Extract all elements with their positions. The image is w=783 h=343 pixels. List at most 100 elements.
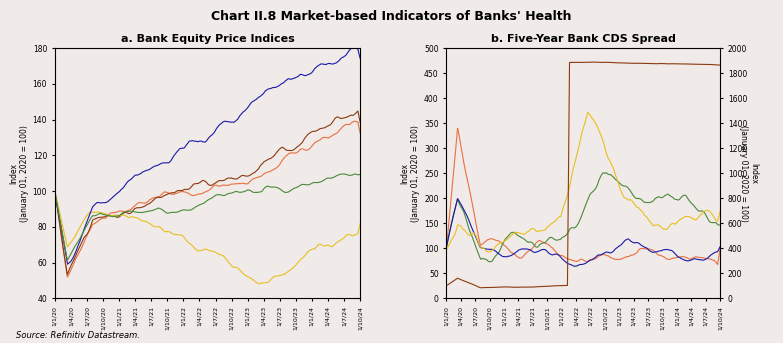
Line: EU: EU: [55, 111, 360, 274]
Title: a. Bank Equity Price Indices: a. Bank Equity Price Indices: [121, 34, 294, 45]
India: [63, 262, 72, 266]
North America: [561, 256, 570, 260]
US: [217, 184, 226, 188]
China: [211, 250, 220, 254]
Europe: [716, 223, 725, 227]
China (Bank of China): [583, 110, 593, 115]
EMEs: [153, 206, 163, 210]
Y-axis label: Index
(January 01, 2020 = 100): Index (January 01, 2020 = 100): [9, 125, 28, 222]
India: [355, 57, 365, 61]
China: [91, 210, 100, 214]
North America: [453, 126, 463, 130]
China: [355, 222, 365, 226]
EMEs: [91, 213, 100, 217]
Europe: [591, 185, 601, 189]
India: [217, 121, 226, 125]
Russia (Sberbank)-RHS: [590, 60, 600, 64]
North America: [534, 238, 543, 243]
Russia (Sberbank)-RHS: [534, 285, 543, 289]
EMEs: [211, 193, 220, 197]
Russia (Sberbank)-RHS: [716, 63, 725, 67]
Russia (Sberbank)-RHS: [561, 283, 570, 287]
EMEs: [50, 189, 60, 193]
India: [91, 202, 100, 206]
Russia (Sberbank)-RHS: [475, 286, 485, 290]
Line: China: China: [55, 191, 360, 284]
EU: [355, 120, 365, 125]
EU: [63, 272, 72, 276]
North America: [713, 262, 722, 267]
Line: India: India: [446, 199, 720, 266]
EMEs: [102, 213, 111, 217]
Europe: [486, 260, 496, 264]
EU: [353, 109, 363, 113]
US: [355, 131, 365, 135]
Text: Source: Refinitiv Datastream.: Source: Refinitiv Datastream.: [16, 331, 139, 340]
India: [102, 200, 111, 204]
India: [442, 246, 451, 250]
Europe: [534, 244, 543, 248]
Y-axis label: Index
(January 01, 2020 = 100): Index (January 01, 2020 = 100): [739, 125, 759, 222]
US: [91, 221, 100, 225]
Line: US: US: [55, 121, 360, 277]
US: [182, 191, 192, 195]
China: [50, 189, 60, 193]
US: [63, 275, 72, 279]
China: [102, 212, 111, 216]
EU: [91, 217, 100, 221]
US: [211, 183, 220, 187]
China (Bank of China): [716, 208, 725, 212]
EMEs: [338, 172, 348, 176]
EMEs: [217, 193, 226, 197]
Europe: [478, 257, 487, 261]
India: [592, 254, 601, 258]
North America: [586, 258, 595, 262]
EU: [211, 181, 220, 185]
India: [570, 264, 579, 268]
India: [211, 128, 220, 132]
Russia (Sberbank)-RHS: [488, 285, 497, 289]
China (Bank of China): [488, 248, 497, 252]
India: [348, 45, 358, 49]
Title: b. Five-Year Bank CDS Spread: b. Five-Year Bank CDS Spread: [491, 34, 676, 45]
China (Bank of China): [586, 114, 595, 118]
EMEs: [182, 208, 192, 212]
EMEs: [63, 258, 72, 262]
Text: Chart II.8 Market-based Indicators of Banks' Health: Chart II.8 Market-based Indicators of Ba…: [211, 10, 572, 23]
China: [254, 282, 263, 286]
EMEs: [355, 173, 365, 177]
Europe: [601, 170, 611, 175]
EU: [50, 188, 60, 192]
US: [153, 195, 163, 199]
Line: North America: North America: [446, 128, 720, 264]
Europe: [586, 191, 595, 196]
Europe: [561, 234, 570, 238]
Russia (Sberbank)-RHS: [592, 60, 601, 64]
China (Bank of China): [484, 250, 493, 254]
Line: China (Bank of China): China (Bank of China): [446, 113, 720, 252]
India: [478, 246, 488, 250]
Russia (Sberbank)-RHS: [478, 286, 488, 290]
India: [586, 258, 595, 262]
North America: [488, 237, 497, 241]
China: [182, 239, 192, 244]
China (Bank of China): [561, 199, 570, 203]
North America: [478, 241, 488, 246]
North America: [442, 248, 451, 252]
EU: [153, 195, 163, 199]
Russia (Sberbank)-RHS: [442, 284, 451, 288]
China (Bank of China): [478, 246, 487, 250]
US: [102, 215, 111, 220]
China (Bank of China): [592, 123, 601, 127]
US: [50, 188, 60, 192]
India: [453, 197, 463, 201]
Russia (Sberbank)-RHS: [586, 60, 595, 64]
India: [716, 244, 725, 248]
Line: Europe: Europe: [446, 173, 720, 262]
Europe: [488, 258, 497, 262]
China (Bank of China): [442, 248, 451, 252]
EU: [102, 214, 111, 218]
China: [217, 253, 226, 257]
India: [182, 142, 192, 146]
Y-axis label: Index
(January 01, 2020 = 100): Index (January 01, 2020 = 100): [400, 125, 420, 222]
